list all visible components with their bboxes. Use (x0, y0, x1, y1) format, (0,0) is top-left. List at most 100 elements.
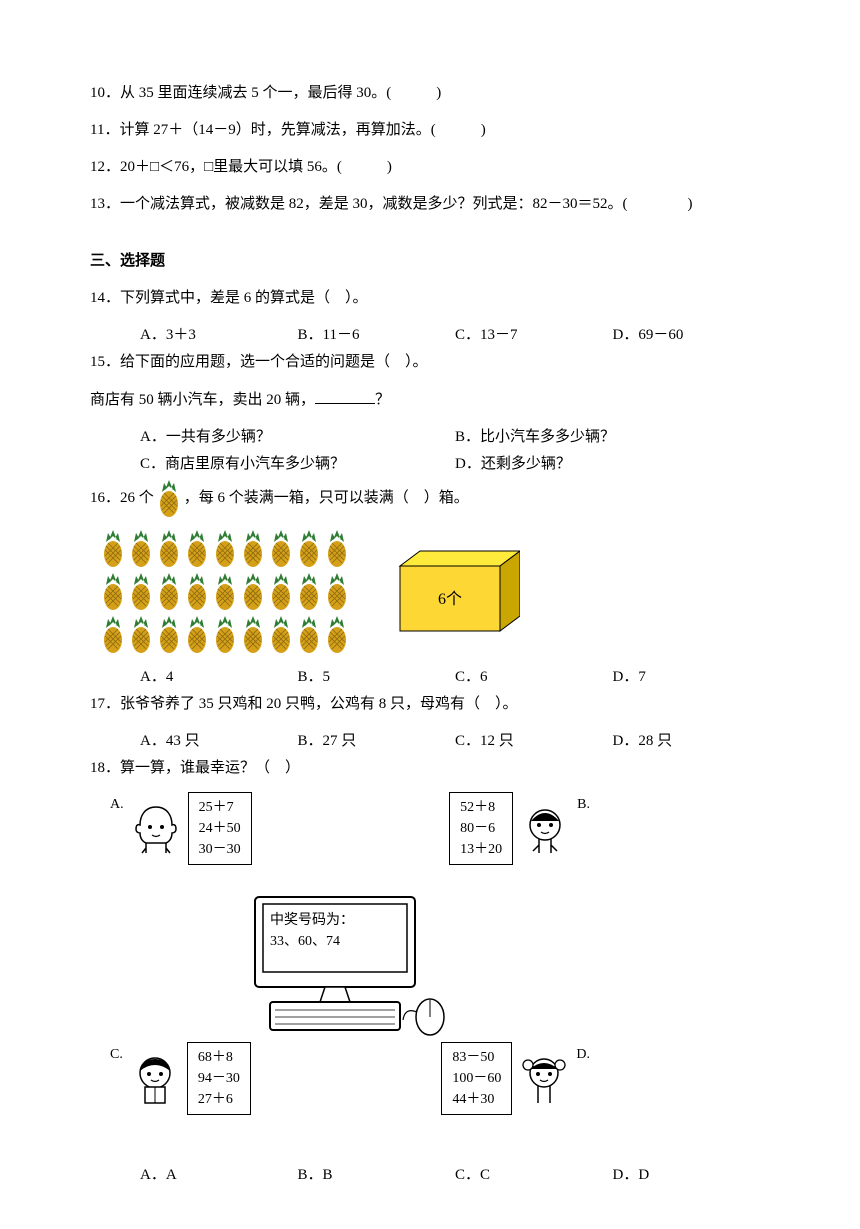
eq-a3: 30－30 (199, 839, 241, 860)
q15-opt-d[interactable]: D．还剩多少辆？ (455, 451, 770, 478)
q18-text: 算一算，谁最幸运？（ ） (120, 760, 300, 776)
pineapple-grid (100, 528, 350, 654)
eq-c3: 27＋6 (198, 1089, 240, 1110)
pineapple-icon-inline (156, 478, 182, 518)
eq-b1: 52＋8 (460, 797, 502, 818)
q18-diagram: A. 25＋7 24＋50 30－30 52＋8 80－6 13＋20 (110, 792, 610, 1152)
q17-opt-c[interactable]: C．12 只 (455, 728, 613, 755)
q16-opt-c[interactable]: C．6 (455, 664, 613, 691)
pineapple-icon (128, 571, 154, 611)
eq-b3: 13＋20 (460, 839, 502, 860)
q14-opt-d[interactable]: D．69－60 (613, 322, 771, 349)
q18: 18．算一算，谁最幸运？（ ） (90, 755, 770, 782)
q15-opt-a[interactable]: A．一共有多少辆？ (140, 424, 455, 451)
box-3d: 6个 (380, 546, 520, 636)
q17: 17．张爷爷养了 35 只鸡和 20 只鸭，公鸡有 8 只，母鸡有（ ）。 (90, 691, 770, 718)
q10: 10．从 35 里面连续减去 5 个一，最后得 30。( ) (90, 80, 770, 107)
q18-label-b: B. (577, 792, 590, 817)
q14-opt-b[interactable]: B．11－6 (298, 322, 456, 349)
q15-blank[interactable] (315, 386, 375, 404)
q14-options: A．3＋3 B．11－6 C．13－7 D．69－60 (90, 322, 770, 349)
q18-group-a: A. 25＋7 24＋50 30－30 (110, 792, 252, 865)
q16: 16． 26 个 ，每 6 个装满一箱，只可以装满（ ）箱。 (90, 478, 770, 518)
eq-d3: 44＋30 (452, 1089, 501, 1110)
q18-opt-b[interactable]: B．B (298, 1162, 456, 1189)
q12: 12．20＋□＜76，□里最大可以填 56。( ) (90, 154, 770, 181)
pineapple-icon (240, 614, 266, 654)
boy-icon-b (521, 803, 569, 855)
q15-text: 给下面的应用题，选一个合适的问题是（ ）。 (120, 354, 428, 370)
q14: 14．下列算式中，差是 6 的算式是（ ）。 (90, 285, 770, 312)
q15-options: A．一共有多少辆？ B．比小汽车多多少辆？ C．商店里原有小汽车多少辆？ D．还… (90, 424, 770, 478)
computer-line1: 中奖号码为： (270, 910, 354, 931)
pineapple-icon (100, 528, 126, 568)
q16-opt-b[interactable]: B．5 (298, 664, 456, 691)
girl-icon-a (132, 803, 180, 855)
pineapple-icon (268, 528, 294, 568)
q11-text: 计算 27＋（14－9）时，先算减法，再算加法。( ) (119, 122, 485, 138)
pineapple-icon (324, 528, 350, 568)
q17-opt-a[interactable]: A．43 只 (140, 728, 298, 755)
q16-text-after: ，每 6 个装满一箱，只可以装满（ ）箱。 (184, 485, 469, 512)
q18-group-b: 52＋8 80－6 13＋20 B. (449, 792, 590, 865)
pineapple-icon (212, 571, 238, 611)
pineapple-icon (100, 571, 126, 611)
q16-opt-a[interactable]: A．4 (140, 664, 298, 691)
q14-opt-a[interactable]: A．3＋3 (140, 322, 298, 349)
pineapple-icon (296, 528, 322, 568)
section-3-title: 三、选择题 (90, 248, 770, 275)
q12-num: 12． (90, 159, 120, 175)
pineapple-icon (184, 614, 210, 654)
q14-num: 14． (90, 290, 120, 306)
q11: 11．计算 27＋（14－9）时，先算减法，再算加法。( ) (90, 117, 770, 144)
q14-opt-c[interactable]: C．13－7 (455, 322, 613, 349)
q10-num: 10． (90, 85, 120, 101)
pineapple-icon (324, 571, 350, 611)
pineapple-row (100, 528, 350, 568)
eq-d2: 100－60 (452, 1068, 501, 1089)
q15: 15．给下面的应用题，选一个合适的问题是（ ）。 (90, 349, 770, 376)
eq-c2: 94－30 (198, 1068, 240, 1089)
q17-opt-d[interactable]: D．28 只 (613, 728, 771, 755)
q18-eqbox-c: 68＋8 94－30 27＋6 (187, 1042, 251, 1115)
pineapple-icon (128, 528, 154, 568)
pineapple-icon (296, 571, 322, 611)
pineapple-icon (128, 614, 154, 654)
q18-label-d: D. (576, 1042, 590, 1067)
q13-text: 一个减法算式，被减数是 82，差是 30，减数是多少？列式是：82－30＝52。… (120, 196, 693, 212)
q18-label-a: A. (110, 792, 124, 817)
q15-stem-end: ？ (375, 392, 390, 408)
q16-illustration: 6个 (100, 528, 770, 654)
pineapple-icon (296, 614, 322, 654)
q17-opt-b[interactable]: B．27 只 (298, 728, 456, 755)
q11-num: 11． (90, 122, 119, 138)
pineapple-icon (324, 614, 350, 654)
pineapple-row (100, 571, 350, 611)
q15-opt-c[interactable]: C．商店里原有小汽车多少辆？ (140, 451, 455, 478)
pineapple-icon (184, 571, 210, 611)
box-label: 6个 (438, 590, 462, 608)
q15-stem: 商店有 50 辆小汽车，卖出 20 辆， ？ (90, 386, 770, 414)
pineapple-row (100, 614, 350, 654)
q18-group-d: 83－50 100－60 44＋30 D. (441, 1042, 590, 1115)
q18-opt-d[interactable]: D．D (613, 1162, 771, 1189)
q16-text-before: 26 个 (120, 485, 154, 512)
q18-opt-c[interactable]: C．C (455, 1162, 613, 1189)
pineapple-icon (156, 528, 182, 568)
q18-eqbox-d: 83－50 100－60 44＋30 (441, 1042, 512, 1115)
pineapple-icon (240, 571, 266, 611)
pineapple-icon (100, 614, 126, 654)
eq-a1: 25＋7 (199, 797, 241, 818)
q15-stem-text: 商店有 50 辆小汽车，卖出 20 辆， (90, 392, 315, 408)
q15-opt-b[interactable]: B．比小汽车多多少辆？ (455, 424, 770, 451)
q14-text: 下列算式中，差是 6 的算式是（ ）。 (120, 290, 368, 306)
q18-opt-a[interactable]: A．A (140, 1162, 298, 1189)
computer-line2: 33、60、74 (270, 931, 354, 952)
q18-label-c: C. (110, 1042, 123, 1067)
q18-eqbox-b: 52＋8 80－6 13＋20 (449, 792, 513, 865)
pineapple-icon (156, 571, 182, 611)
q17-options: A．43 只 B．27 只 C．12 只 D．28 只 (90, 728, 770, 755)
computer-text: 中奖号码为： 33、60、74 (270, 910, 354, 952)
q16-opt-d[interactable]: D．7 (613, 664, 771, 691)
pineapple-icon (156, 614, 182, 654)
